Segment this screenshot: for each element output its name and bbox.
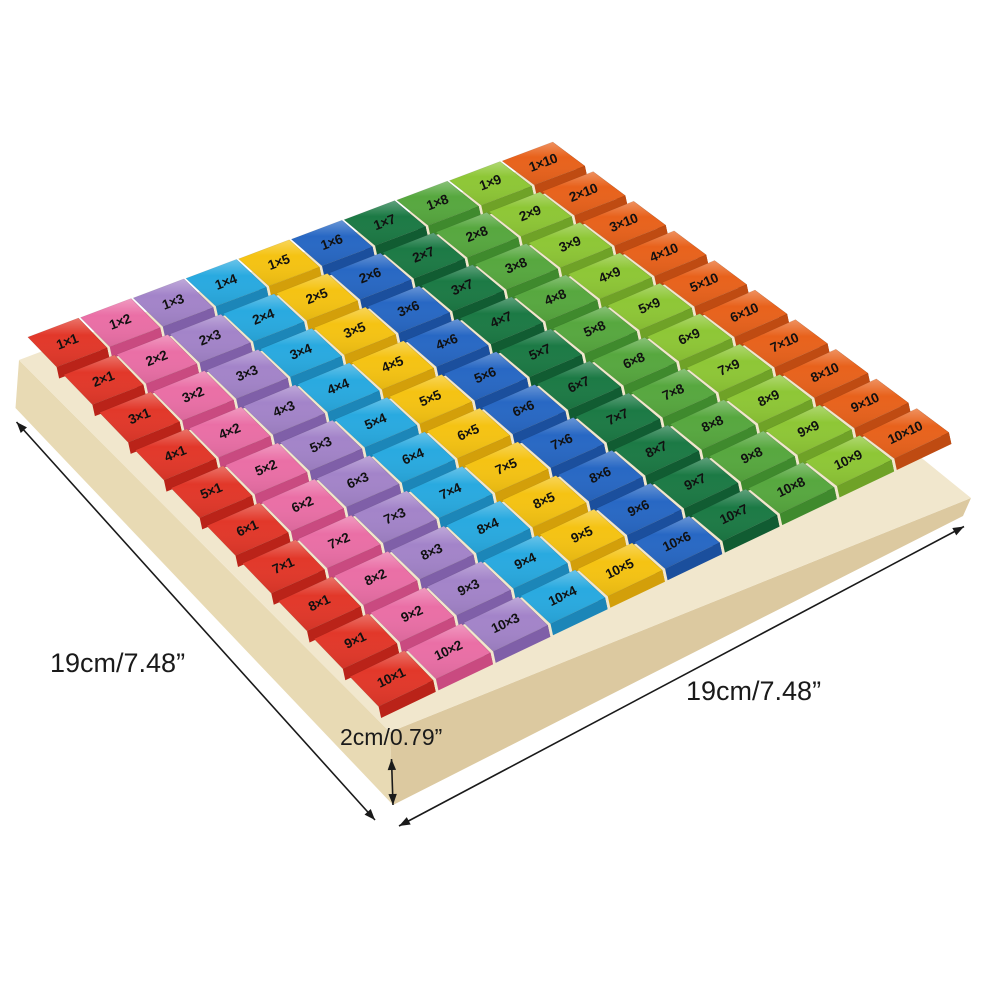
svg-text:2cm/0.79”: 2cm/0.79”: [340, 724, 442, 750]
svg-text:19cm/7.48”: 19cm/7.48”: [50, 648, 185, 678]
svg-text:19cm/7.48”: 19cm/7.48”: [686, 676, 821, 706]
